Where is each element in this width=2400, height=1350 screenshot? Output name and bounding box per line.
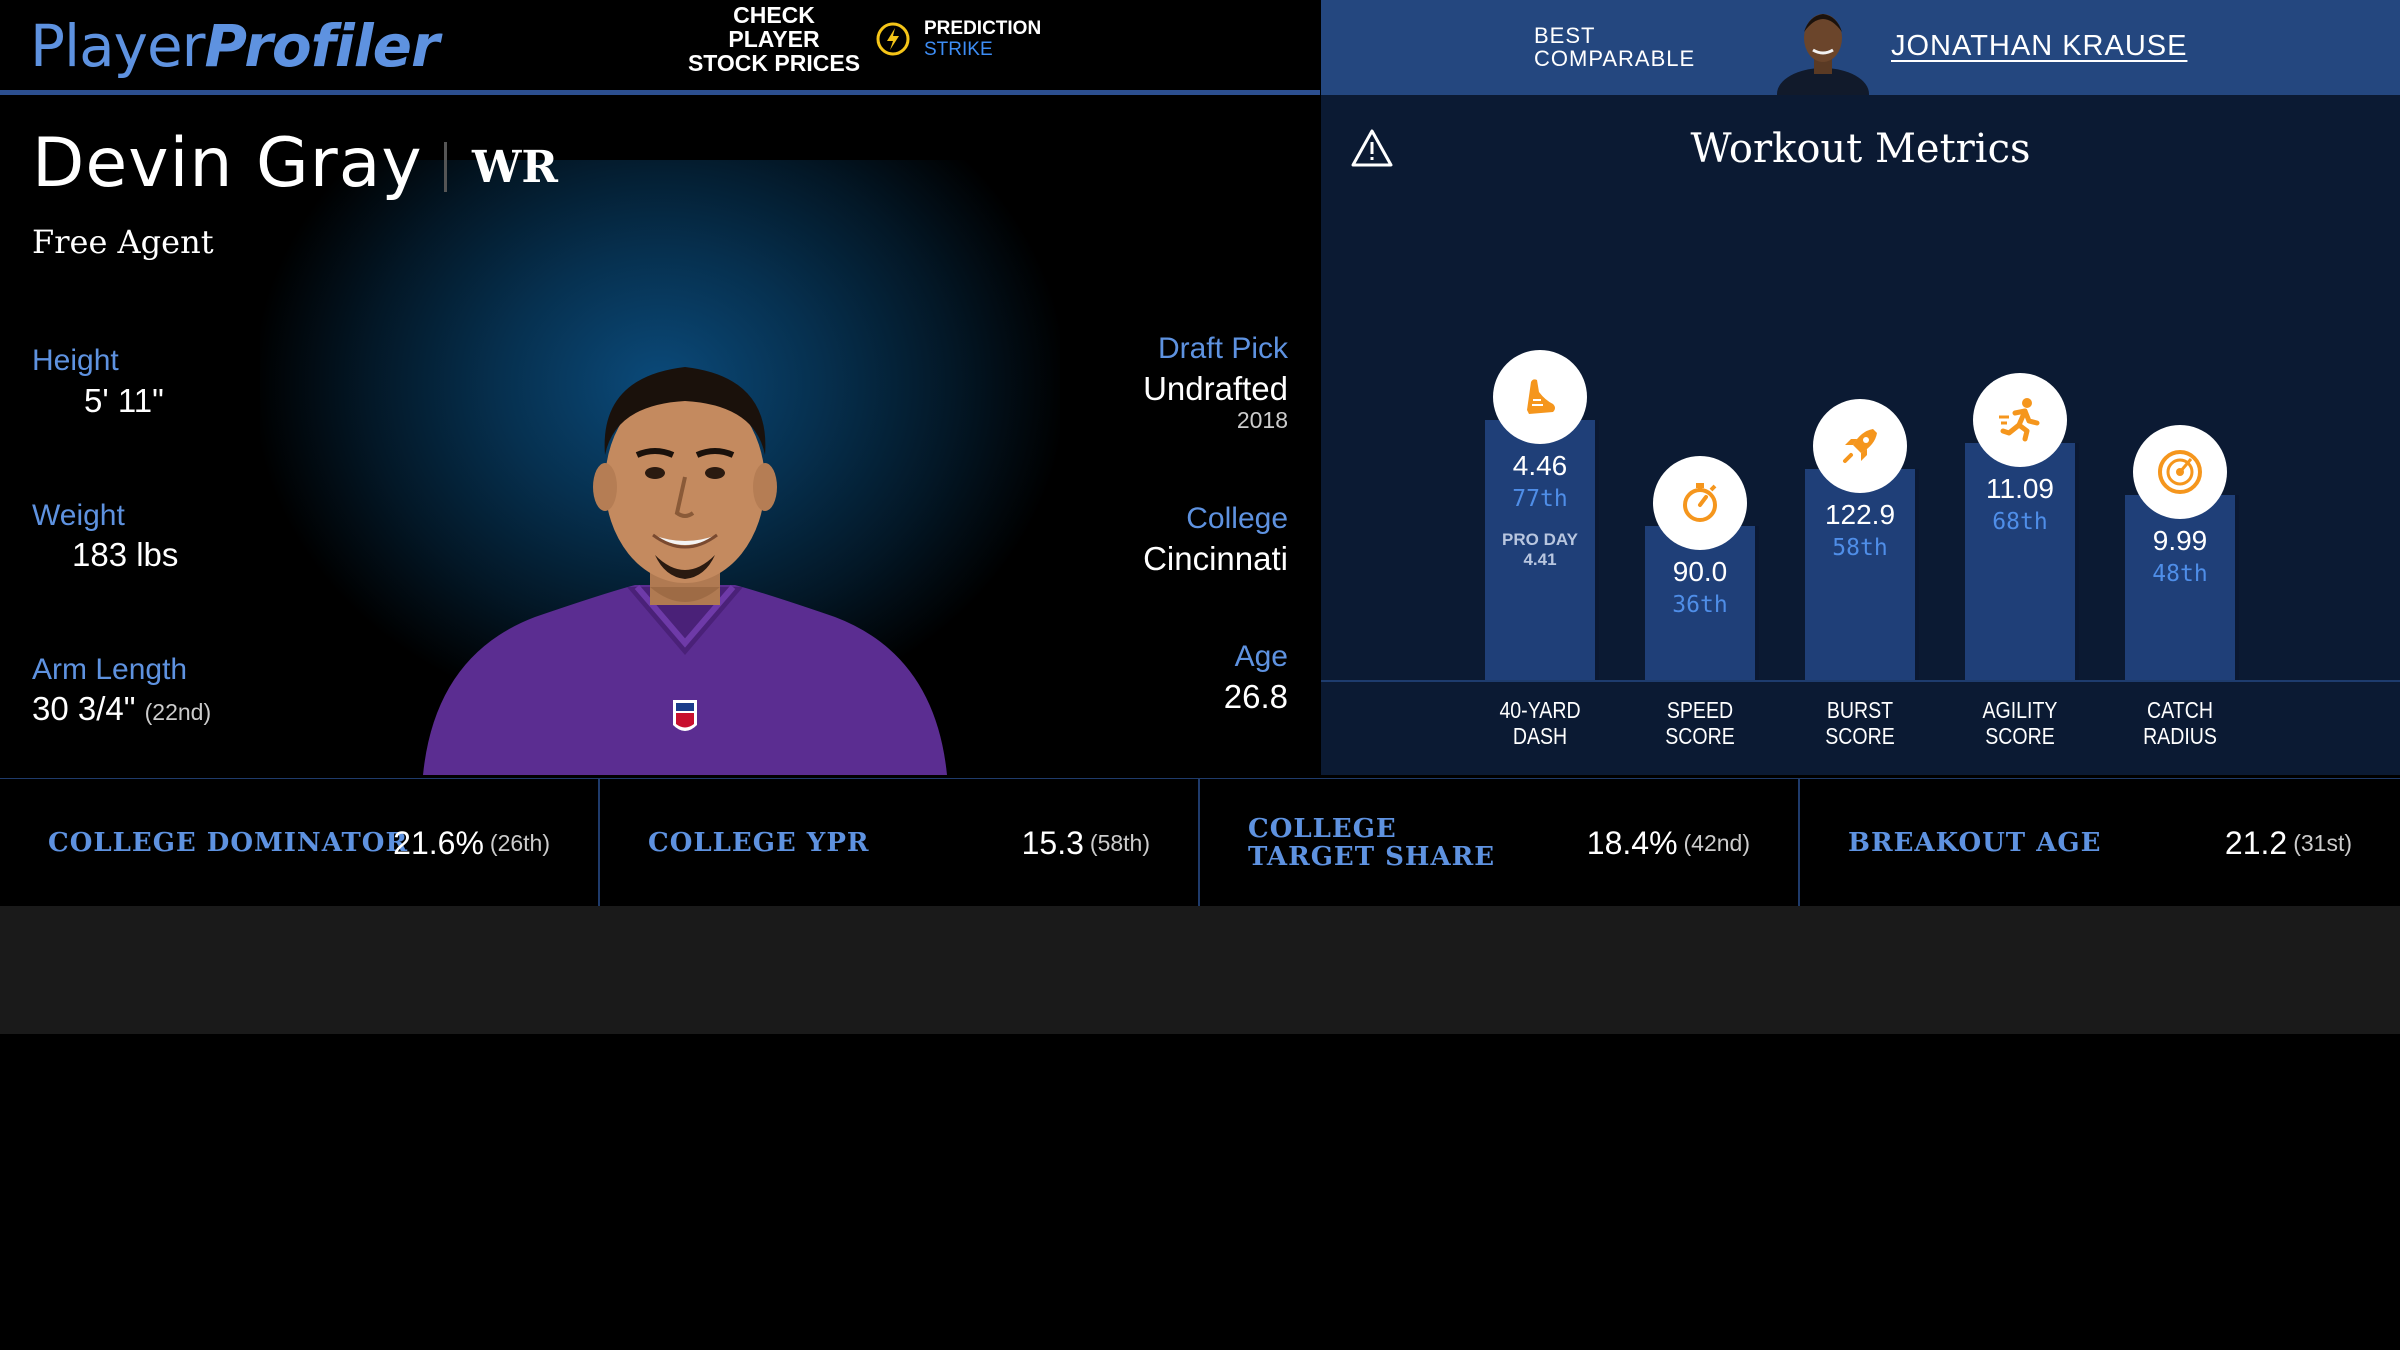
draft-pick-label: Draft Pick — [1157, 332, 1288, 365]
workout-percentile: 36th — [1672, 592, 1728, 618]
stat-number: 21.6% — [393, 824, 484, 861]
draft-year: 2018 — [1236, 407, 1288, 433]
workout-bar — [1805, 469, 1915, 680]
college-label: College — [1186, 502, 1288, 535]
workout-label: SPEED SCORE — [1665, 697, 1735, 749]
workout-bar — [1965, 443, 2075, 680]
workout-label: BURST SCORE — [1825, 697, 1895, 749]
workout-percentile: 68th — [1992, 509, 2048, 535]
stat-college-ypr: COLLEGE YPR 15.3 (58th) — [600, 779, 1200, 907]
logo-profiler-text: Profiler — [204, 12, 440, 80]
height-label: Height — [32, 344, 119, 377]
warning-icon[interactable] — [1351, 128, 1393, 168]
workout-value: 122.9 — [1824, 499, 1896, 530]
stat-college-dominator: COLLEGE DOMINATOR 21.6% (26th) — [0, 779, 600, 907]
stat-value: 21.6% (26th) — [393, 779, 550, 907]
runner-icon — [1973, 373, 2067, 467]
site-logo[interactable]: PlayerProfiler — [30, 12, 440, 80]
workout-bar — [2125, 495, 2235, 680]
arm-length-label: Arm Length — [32, 653, 188, 686]
workout-value: 9.99 — [2152, 525, 2208, 556]
stat-label: COLLEGE TARGET SHARE — [1248, 814, 1496, 872]
promo-brand-line2: STRIKE — [924, 39, 993, 60]
player-position: WR — [472, 142, 558, 193]
header-divider — [0, 90, 1320, 95]
stat-label: COLLEGE YPR — [648, 828, 870, 858]
stat-college-target-share: COLLEGE TARGET SHARE 18.4% (42nd) — [1200, 779, 1800, 907]
header-bar — [0, 0, 1320, 90]
workout-title: Workout Metrics — [1690, 126, 2031, 172]
workout-percentile: 58th — [1832, 535, 1888, 561]
age-value: 26.8 — [1223, 678, 1288, 715]
lightning-bolt-icon — [876, 22, 910, 56]
workout-value: 4.46 — [1512, 450, 1568, 481]
workout-percentile: 48th — [2152, 561, 2208, 587]
pro-day-note: PRO DAY 4.41 — [1502, 530, 1578, 569]
stat-number: 15.3 — [1021, 824, 1084, 861]
age-label: Age — [1234, 640, 1288, 673]
promo-cta-text: CHECK PLAYER STOCK PRICES — [687, 2, 861, 76]
workout-label: AGILITY SCORE — [1982, 697, 2058, 749]
workout-value: 11.09 — [1986, 473, 2054, 504]
stat-value: 18.4% (42nd) — [1587, 779, 1750, 907]
stat-label: COLLEGE DOMINATOR — [48, 828, 409, 858]
stat-rank: (31st) — [2293, 829, 2352, 856]
stat-breakout-age: BREAKOUT AGE 21.2 (31st) — [1800, 779, 2400, 907]
stat-value: 15.3 (58th) — [1022, 779, 1150, 907]
player-name: Devin Gray — [32, 124, 423, 203]
workout-bar — [1485, 420, 1595, 680]
promo-brand: PREDICTION STRIKE — [924, 18, 1041, 60]
stat-number: 18.4% — [1586, 824, 1678, 861]
stat-value: 21.2 (31st) — [2225, 779, 2352, 907]
player-photo — [423, 367, 947, 775]
college-value: Cincinnati — [1143, 540, 1288, 577]
weight-value: 183 lbs — [72, 536, 179, 573]
stat-label: BREAKOUT AGE — [1848, 828, 2102, 858]
player-team: Free Agent — [32, 223, 214, 261]
logo-player-text: Player — [30, 12, 205, 80]
stat-number: 21.2 — [2224, 824, 2288, 861]
arm-length-value: 30 3/4" (22nd) — [32, 690, 211, 731]
comparable-player-avatar[interactable] — [1775, 2, 1871, 95]
promo-brand-line1: PREDICTION — [924, 18, 1042, 39]
workout-label: CATCH RADIUS — [2143, 697, 2217, 749]
name-separator — [444, 142, 447, 192]
shoe-icon — [1493, 350, 1587, 444]
footer-band — [0, 906, 2400, 1034]
stat-rank: (26th) — [489, 829, 550, 856]
arm-length-rank: (22nd) — [144, 699, 212, 725]
stopwatch-icon — [1653, 456, 1747, 550]
stat-rank: (58th) — [1089, 829, 1150, 856]
chart-baseline — [1321, 680, 2400, 682]
height-value: 5' 11" — [84, 382, 164, 419]
best-comparable-label: BEST COMPARABLE — [1534, 23, 1696, 71]
workout-bar — [1645, 526, 1755, 680]
workout-label: 40-YARD DASH — [1499, 697, 1581, 749]
prediction-strike-promo[interactable]: CHECK PLAYER STOCK PRICES PREDICTION STR… — [686, 3, 1041, 75]
best-comparable-link[interactable]: JONATHAN KRAUSE — [1891, 30, 2188, 62]
college-stats-strip: COLLEGE DOMINATOR 21.6% (26th) COLLEGE YP… — [0, 778, 2400, 907]
arm-length-number: 30 3/4" — [32, 690, 136, 727]
rocket-icon — [1813, 399, 1907, 493]
workout-value: 90.0 — [1672, 556, 1728, 587]
stat-rank: (42nd) — [1683, 829, 1750, 856]
workout-percentile: 77th — [1512, 486, 1568, 512]
weight-label: Weight — [32, 499, 125, 532]
target-icon — [2133, 425, 2227, 519]
draft-pick-value: Undrafted — [1143, 370, 1288, 407]
